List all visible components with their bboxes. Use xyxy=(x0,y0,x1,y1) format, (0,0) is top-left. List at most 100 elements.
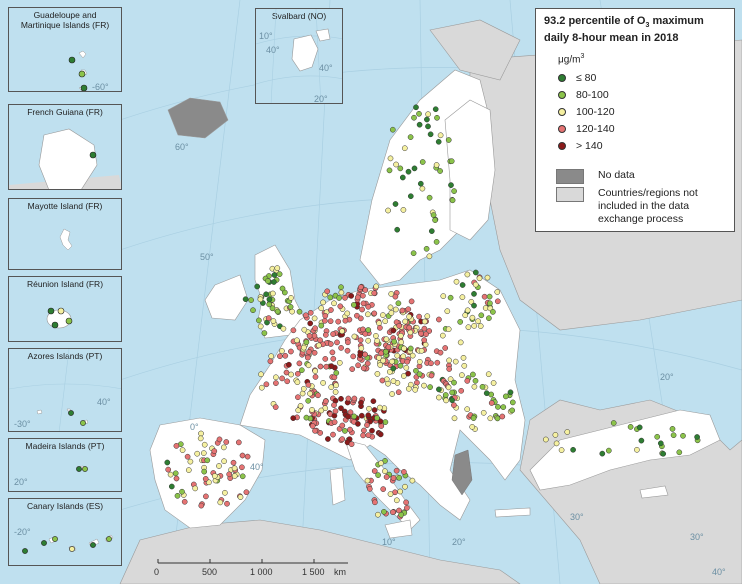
station-marker xyxy=(387,491,394,497)
station-marker xyxy=(332,408,339,415)
station-marker xyxy=(322,356,329,362)
station-marker xyxy=(378,423,385,429)
station-marker xyxy=(401,145,408,152)
station-marker xyxy=(258,371,264,378)
station-marker xyxy=(194,450,201,457)
station-marker xyxy=(484,274,491,281)
station-marker xyxy=(494,298,501,305)
station-marker xyxy=(694,434,700,440)
station-marker xyxy=(355,362,361,369)
station-marker xyxy=(327,294,334,301)
station-marker xyxy=(372,499,378,506)
station-marker xyxy=(448,182,454,188)
svg-text:20°: 20° xyxy=(660,372,674,382)
svg-text:40°: 40° xyxy=(319,63,333,73)
station-marker xyxy=(437,132,444,139)
station-marker xyxy=(407,345,414,352)
station-marker xyxy=(277,353,283,360)
station-marker xyxy=(452,358,459,365)
station-marker xyxy=(411,114,417,121)
station-marker xyxy=(321,317,328,324)
station-marker xyxy=(357,337,364,344)
station-marker xyxy=(371,468,378,474)
station-marker xyxy=(362,287,369,293)
station-marker xyxy=(347,426,353,433)
inset-title: Réunion Island (FR) xyxy=(26,279,104,289)
station-marker xyxy=(301,326,308,333)
station-marker xyxy=(222,489,228,496)
station-marker xyxy=(274,265,281,271)
station-marker xyxy=(385,380,391,387)
station-marker xyxy=(390,475,397,481)
station-marker xyxy=(398,339,405,346)
station-marker xyxy=(400,207,407,213)
station-marker xyxy=(377,362,384,368)
station-marker xyxy=(395,300,402,307)
station-marker xyxy=(330,431,336,438)
station-marker xyxy=(165,466,172,473)
station-marker xyxy=(345,395,352,402)
station-marker xyxy=(331,402,337,408)
station-marker xyxy=(168,483,175,490)
station-marker xyxy=(542,436,549,443)
station-marker xyxy=(279,285,286,292)
station-marker xyxy=(401,469,407,475)
station-marker xyxy=(499,413,506,420)
station-marker xyxy=(299,390,306,397)
station-marker xyxy=(404,358,411,365)
station-marker xyxy=(409,477,416,484)
station-marker xyxy=(426,194,433,201)
station-marker xyxy=(276,271,283,277)
svg-text:1 000: 1 000 xyxy=(250,567,273,577)
station-marker xyxy=(405,306,412,313)
inset-svalbard: Svalbard (NO) 10° 40° 20° 40° xyxy=(255,8,343,104)
station-marker xyxy=(244,453,251,460)
scale-bar: 0 500 1 000 1 500 km xyxy=(154,559,348,577)
station-marker xyxy=(279,375,285,382)
station-marker xyxy=(423,331,429,338)
inset-title: Madeira Islands (PT) xyxy=(25,441,105,451)
station-marker xyxy=(476,275,483,282)
station-marker xyxy=(465,324,472,331)
station-marker xyxy=(307,390,313,397)
station-marker xyxy=(167,471,174,478)
station-marker xyxy=(402,483,408,490)
station-marker xyxy=(365,327,372,333)
station-marker xyxy=(328,363,335,369)
station-marker xyxy=(261,330,268,336)
station-marker xyxy=(464,271,471,278)
station-marker xyxy=(412,386,419,393)
station-marker xyxy=(338,284,344,291)
station-marker xyxy=(263,381,270,388)
station-marker xyxy=(403,364,410,371)
station-marker xyxy=(401,345,407,352)
station-marker xyxy=(442,345,449,351)
station-marker xyxy=(332,389,339,395)
station-marker xyxy=(348,293,355,299)
station-marker xyxy=(480,409,487,416)
station-marker xyxy=(439,332,446,339)
station-marker xyxy=(359,306,365,313)
inset-canary: Canary Islands (ES) -20° xyxy=(8,498,122,566)
legend-item-gt-140: > 140 xyxy=(558,139,603,153)
station-marker xyxy=(348,441,355,448)
station-marker xyxy=(413,367,419,374)
station-marker xyxy=(382,348,389,355)
station-marker xyxy=(378,350,384,357)
svg-text:40°: 40° xyxy=(712,567,726,577)
inset-title: Svalbard (NO) xyxy=(271,11,327,21)
station-marker xyxy=(495,404,501,410)
station-marker xyxy=(377,418,384,425)
station-marker xyxy=(405,370,411,377)
station-marker xyxy=(468,298,475,305)
station-marker xyxy=(250,307,256,314)
station-marker xyxy=(436,386,442,393)
station-marker xyxy=(312,427,318,434)
station-marker xyxy=(432,106,439,113)
station-marker xyxy=(217,499,224,506)
station-marker xyxy=(410,250,417,257)
station-marker xyxy=(344,310,351,317)
station-marker xyxy=(386,167,393,174)
station-marker xyxy=(311,349,318,356)
station-marker xyxy=(494,289,501,295)
